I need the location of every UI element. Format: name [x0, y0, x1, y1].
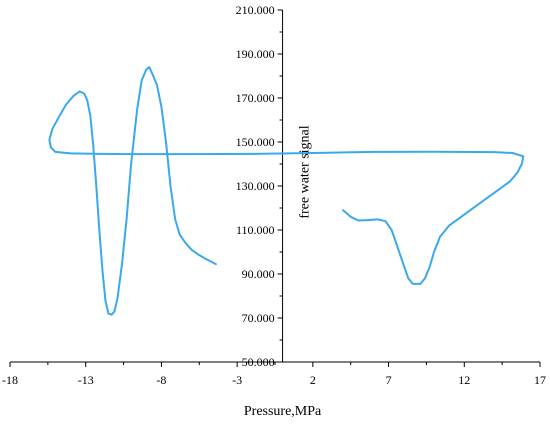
y-tick-label: 50.000 — [242, 355, 275, 369]
y-axis-title: free water signal — [298, 125, 313, 218]
series-group — [48, 66, 525, 316]
x-tick-label: 17 — [534, 373, 546, 387]
x-tick-label: -18 — [2, 373, 18, 387]
x-ticks: -18 -13 -8 -3 2 7 12 17 — [2, 362, 546, 387]
y-tick-label: 130.000 — [236, 179, 275, 193]
y-tick-label: 210.000 — [236, 3, 275, 17]
y-tick-label: 70.000 — [242, 311, 275, 325]
x-axis-title: Pressure,MPa — [244, 404, 322, 419]
y-tick-label: 110.000 — [236, 223, 275, 237]
y-ticks: 50.000 70.000 90.000 110.000 130.000 150.000 1… — [236, 3, 283, 369]
x-tick-label: 2 — [310, 373, 316, 387]
series-line — [48, 66, 525, 316]
y-tick-label: 150.000 — [236, 135, 275, 149]
x-tick-label: -8 — [156, 373, 166, 387]
plot-area: -18 -13 -8 -3 2 7 12 17 50.000 70.000 90.000 110.0… — [2, 3, 546, 387]
x-tick-label: 12 — [458, 373, 470, 387]
x-tick-label: -13 — [78, 373, 94, 387]
x-tick-label: 7 — [386, 373, 392, 387]
x-tick-label: -3 — [232, 373, 242, 387]
y-tick-label: 190.000 — [236, 47, 275, 61]
y-tick-label: 90.000 — [242, 267, 275, 281]
y-tick-label: 170.000 — [236, 91, 275, 105]
